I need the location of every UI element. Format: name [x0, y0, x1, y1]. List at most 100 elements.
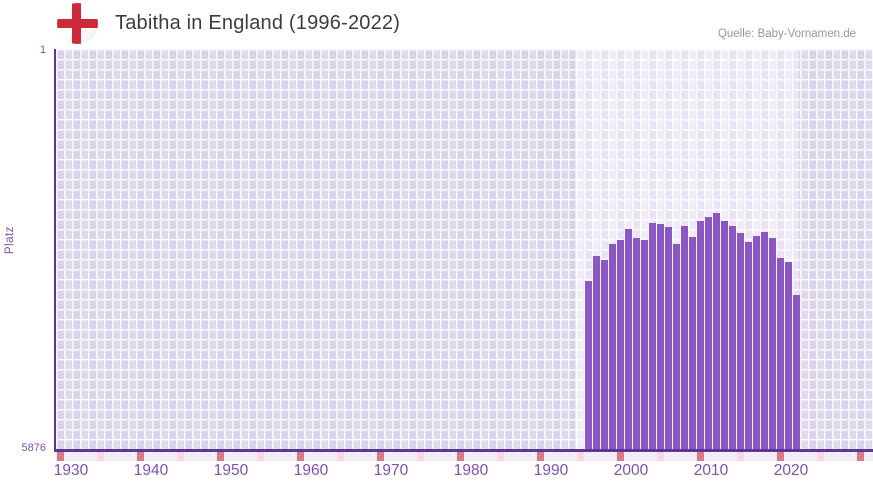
strip-cell-2016: [744, 452, 752, 461]
strip-cell-1986: [504, 452, 512, 461]
bar-2013[interactable]: [720, 221, 728, 449]
strip-cell-2024: [808, 452, 816, 461]
strip-cell-1936: [104, 452, 112, 461]
strip-cell-1961: [304, 452, 312, 461]
bar-2022[interactable]: [792, 295, 800, 449]
strip-cell-1981: [464, 452, 472, 461]
strip-cell-2021: [784, 452, 792, 461]
strip-cell-2007: [672, 452, 680, 461]
strip-cell-1950: [216, 452, 224, 461]
strip-cell-1966: [344, 452, 352, 461]
strip-cell-2010: [696, 452, 704, 461]
strip-cell-2030: [856, 452, 864, 461]
bar-2003[interactable]: [640, 240, 648, 449]
strip-cell-1969: [368, 452, 376, 461]
bar-2011[interactable]: [704, 217, 712, 449]
bar-2008[interactable]: [680, 226, 688, 449]
strip-cell-2008: [680, 452, 688, 461]
bar-1997[interactable]: [592, 256, 600, 449]
x-tick-1950: 1950: [213, 462, 249, 479]
strip-cell-1958: [280, 452, 288, 461]
x-tick-2010: 2010: [693, 462, 729, 479]
bar-2005[interactable]: [656, 224, 664, 449]
bar-2000[interactable]: [616, 240, 624, 449]
bar-1999[interactable]: [608, 244, 616, 449]
strip-cell-2031: [864, 452, 872, 461]
strip-cell-1931: [64, 452, 72, 461]
strip-cell-1964: [328, 452, 336, 461]
bar-1998[interactable]: [600, 260, 608, 449]
strip-cell-1952: [232, 452, 240, 461]
x-tick-1990: 1990: [533, 462, 569, 479]
strip-cell-1976: [424, 452, 432, 461]
bar-2016[interactable]: [744, 242, 752, 449]
y-tick-bottom: 5876: [21, 442, 46, 454]
strip-cell-2005: [656, 452, 664, 461]
strip-cell-2019: [768, 452, 776, 461]
strip-cell-1935: [96, 452, 104, 461]
bar-2015[interactable]: [736, 233, 744, 449]
strip-cell-1957: [272, 452, 280, 461]
strip-cell-1982: [472, 452, 480, 461]
bar-2007[interactable]: [672, 244, 680, 449]
bar-2010[interactable]: [696, 221, 704, 449]
x-tick-1930: 1930: [53, 462, 89, 479]
strip-cell-2009: [688, 452, 696, 461]
bar-2021[interactable]: [784, 262, 792, 449]
strip-cell-1967: [352, 452, 360, 461]
strip-cell-2022: [792, 452, 800, 461]
strip-cell-2026: [824, 452, 832, 461]
strip-cell-2015: [736, 452, 744, 461]
strip-cell-1980: [456, 452, 464, 461]
bar-2018[interactable]: [760, 232, 768, 449]
y-axis-title: Platz: [4, 226, 16, 255]
x-tick-1940: 1940: [133, 462, 169, 479]
bar-2002[interactable]: [632, 238, 640, 449]
strip-cell-2004: [648, 452, 656, 461]
x-tick-1970: 1970: [373, 462, 409, 479]
strip-cell-1977: [432, 452, 440, 461]
strip-cell-1959: [288, 452, 296, 461]
strip-cell-1990: [536, 452, 544, 461]
strip-cell-1991: [544, 452, 552, 461]
strip-cell-1944: [168, 452, 176, 461]
x-tick-2000: 2000: [613, 462, 649, 479]
y-axis-line: [54, 49, 56, 452]
bar-2014[interactable]: [728, 226, 736, 449]
strip-cell-1933: [80, 452, 88, 461]
bar-2004[interactable]: [648, 223, 656, 449]
strip-cell-1937: [112, 452, 120, 461]
strip-cell-1997: [592, 452, 600, 461]
bar-2012[interactable]: [712, 213, 720, 449]
bar-1996[interactable]: [584, 281, 592, 449]
strip-cell-1978: [440, 452, 448, 461]
strip-cell-1956: [264, 452, 272, 461]
strip-cell-1940: [136, 452, 144, 461]
bar-2009[interactable]: [688, 237, 696, 449]
flag-cross-vertical: [72, 3, 81, 44]
strip-cell-1968: [360, 452, 368, 461]
strip-cell-1972: [392, 452, 400, 461]
strip-cell-1988: [520, 452, 528, 461]
x-tick-2020: 2020: [773, 462, 809, 479]
strip-cell-2011: [704, 452, 712, 461]
plot-area: [56, 49, 873, 449]
bar-2001[interactable]: [624, 229, 632, 449]
strip-cell-2002: [632, 452, 640, 461]
bar-2017[interactable]: [752, 236, 760, 449]
y-tick-top: 1: [39, 44, 46, 56]
strip-cell-1945: [176, 452, 184, 461]
strip-cell-2029: [848, 452, 856, 461]
strip-cell-1974: [408, 452, 416, 461]
year-strip: [56, 452, 873, 461]
strip-cell-2028: [840, 452, 848, 461]
strip-cell-1987: [512, 452, 520, 461]
bar-2006[interactable]: [664, 227, 672, 449]
strip-cell-1996: [584, 452, 592, 461]
strip-cell-1989: [528, 452, 536, 461]
strip-cell-2014: [728, 452, 736, 461]
bar-2020[interactable]: [776, 258, 784, 449]
strip-cell-2000: [616, 452, 624, 461]
strip-cell-1934: [88, 452, 96, 461]
bar-2019[interactable]: [768, 238, 776, 449]
